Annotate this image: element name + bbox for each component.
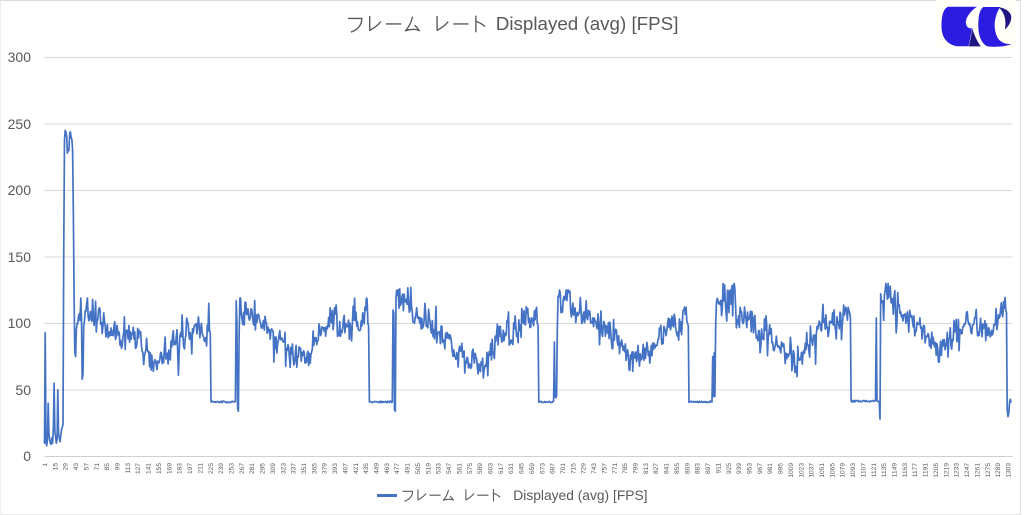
svg-text:43: 43 <box>73 463 80 471</box>
svg-text:309: 309 <box>270 463 277 474</box>
svg-text:813: 813 <box>643 463 650 474</box>
svg-text:267: 267 <box>239 463 246 474</box>
svg-text:141: 141 <box>146 463 153 474</box>
svg-text:477: 477 <box>394 463 401 474</box>
svg-text:365: 365 <box>311 463 318 474</box>
svg-text:743: 743 <box>591 463 598 474</box>
svg-text:239: 239 <box>218 463 225 474</box>
svg-text:1065: 1065 <box>829 463 836 478</box>
svg-text:1149: 1149 <box>892 463 899 478</box>
svg-text:1219: 1219 <box>943 463 950 478</box>
svg-text:519: 519 <box>425 463 432 474</box>
svg-text:1177: 1177 <box>912 463 919 478</box>
svg-text:421: 421 <box>353 463 360 474</box>
svg-text:771: 771 <box>612 463 619 474</box>
svg-text:1163: 1163 <box>902 463 909 478</box>
svg-text:729: 729 <box>581 463 588 474</box>
svg-text:323: 323 <box>280 463 287 474</box>
svg-text:393: 393 <box>332 463 339 474</box>
svg-text:295: 295 <box>260 463 267 474</box>
svg-text:253: 253 <box>229 463 236 474</box>
svg-text:575: 575 <box>467 463 474 474</box>
svg-text:113: 113 <box>125 463 132 474</box>
svg-text:827: 827 <box>653 463 660 474</box>
svg-text:211: 211 <box>197 463 204 474</box>
svg-text:127: 127 <box>135 463 142 474</box>
svg-text:715: 715 <box>570 463 577 474</box>
svg-text:981: 981 <box>767 463 774 474</box>
svg-text:1247: 1247 <box>964 463 971 478</box>
svg-text:617: 617 <box>498 463 505 474</box>
svg-text:883: 883 <box>695 463 702 474</box>
svg-text:1205: 1205 <box>933 463 940 478</box>
svg-text:351: 351 <box>301 463 308 474</box>
svg-text:1303: 1303 <box>1006 463 1013 478</box>
svg-text:953: 953 <box>747 463 754 474</box>
svg-text:785: 785 <box>622 463 629 474</box>
svg-text:1289: 1289 <box>995 463 1002 478</box>
svg-text:897: 897 <box>705 463 712 474</box>
svg-text:925: 925 <box>726 463 733 474</box>
svg-text:1037: 1037 <box>809 463 816 478</box>
svg-text:1107: 1107 <box>860 463 867 478</box>
svg-text:1121: 1121 <box>871 463 878 478</box>
svg-text:967: 967 <box>757 463 764 474</box>
svg-text:645: 645 <box>519 463 526 474</box>
svg-text:491: 491 <box>405 463 412 474</box>
svg-text:757: 757 <box>601 463 608 474</box>
svg-text:463: 463 <box>384 463 391 474</box>
svg-text:603: 603 <box>488 463 495 474</box>
svg-text:533: 533 <box>436 463 443 474</box>
svg-text:71: 71 <box>94 463 101 471</box>
svg-text:841: 841 <box>664 463 671 474</box>
svg-text:225: 225 <box>208 463 215 474</box>
svg-text:407: 407 <box>342 463 349 474</box>
svg-text:561: 561 <box>456 463 463 474</box>
svg-text:29: 29 <box>63 463 70 471</box>
svg-text:57: 57 <box>83 463 90 471</box>
svg-text:1023: 1023 <box>798 463 805 478</box>
svg-text:547: 547 <box>446 463 453 474</box>
svg-text:85: 85 <box>104 463 111 471</box>
svg-text:281: 281 <box>249 463 256 474</box>
svg-text:589: 589 <box>477 463 484 474</box>
svg-text:1093: 1093 <box>850 463 857 478</box>
svg-text:1051: 1051 <box>819 463 826 478</box>
svg-text:1233: 1233 <box>954 463 961 478</box>
svg-text:1261: 1261 <box>974 463 981 478</box>
svg-text:631: 631 <box>508 463 515 474</box>
svg-text:1275: 1275 <box>985 463 992 478</box>
svg-text:337: 337 <box>291 463 298 474</box>
svg-text:855: 855 <box>674 463 681 474</box>
svg-text:659: 659 <box>529 463 536 474</box>
svg-text:701: 701 <box>560 463 567 474</box>
svg-text:911: 911 <box>715 463 722 474</box>
svg-text:183: 183 <box>177 463 184 474</box>
svg-text:505: 505 <box>415 463 422 474</box>
svg-text:995: 995 <box>778 463 785 474</box>
svg-text:379: 379 <box>322 463 329 474</box>
svg-text:1135: 1135 <box>881 463 888 478</box>
svg-text:99: 99 <box>115 463 122 471</box>
svg-text:799: 799 <box>633 463 640 474</box>
svg-text:1: 1 <box>42 463 49 467</box>
svg-text:939: 939 <box>736 463 743 474</box>
svg-text:673: 673 <box>539 463 546 474</box>
svg-text:1009: 1009 <box>788 463 795 478</box>
svg-text:169: 169 <box>166 463 173 474</box>
svg-text:1079: 1079 <box>840 463 847 478</box>
svg-text:687: 687 <box>550 463 557 474</box>
svg-text:449: 449 <box>374 463 381 474</box>
svg-text:869: 869 <box>684 463 691 474</box>
svg-text:435: 435 <box>363 463 370 474</box>
svg-text:197: 197 <box>187 463 194 474</box>
svg-text:1191: 1191 <box>923 463 930 478</box>
svg-text:15: 15 <box>52 463 59 471</box>
svg-text:155: 155 <box>156 463 163 474</box>
